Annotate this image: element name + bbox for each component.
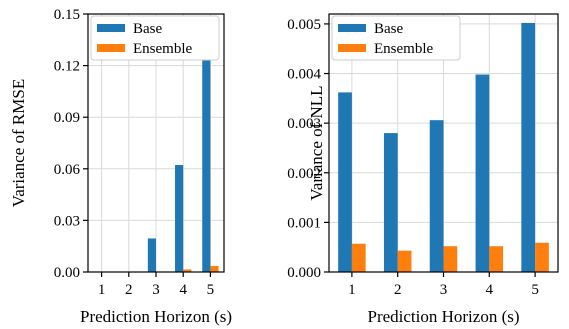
y-axis-label: Variance of RMSE: [9, 79, 28, 207]
x-tick-label: 4: [486, 282, 494, 298]
bar-ensemble-4: [183, 269, 192, 272]
bar-base-5: [521, 22, 536, 272]
x-axis-label: Prediction Horizon (s): [80, 307, 232, 326]
x-axis-label: Prediction Horizon (s): [367, 307, 519, 326]
y-tick-label: 0.06: [54, 162, 81, 178]
bar-ensemble-5: [535, 242, 549, 272]
bar-base-5: [202, 45, 211, 272]
bar-ensemble-3: [443, 246, 458, 272]
legend-swatch-base: [338, 24, 366, 32]
y-axis-label: Variance of NLL: [307, 85, 326, 200]
x-tick-label: 5: [207, 282, 215, 298]
legend-swatch-ensemble: [97, 44, 125, 52]
x-tick-label: 2: [125, 282, 133, 298]
y-tick-label: 0.15: [54, 7, 80, 23]
legend: Base Ensemble: [331, 15, 461, 61]
y-tick-label: 0.03: [54, 213, 80, 229]
y-tick-label: 0.001: [287, 215, 321, 231]
x-tick-label: 2: [394, 282, 402, 298]
y-tick-label: 0.12: [54, 59, 80, 75]
bar-ensemble-4: [489, 246, 504, 272]
bar-base-1: [338, 92, 352, 273]
y-tick-label: 0.09: [54, 110, 80, 126]
plot-frame: [328, 13, 559, 273]
chart-panel-1: 0.00 0.03 0.06 0.09 0.12 0.15 1 2 3 4 5 Prediction …: [9, 7, 232, 326]
legend-label-ensemble: Ensemble: [374, 41, 433, 57]
chart-panel-2: 0.000 0.001 0.002 0.003 0.004 0.005 1 2 3 4 5 Predi…: [287, 13, 559, 326]
y-tick-label: 0.002: [287, 166, 321, 182]
legend-label-base: Base: [374, 21, 404, 37]
legend-swatch-base: [97, 24, 125, 32]
bar-ensemble-2: [397, 250, 412, 272]
legend-label-ensemble: Ensemble: [133, 41, 192, 57]
y-tick-label: 0.004: [287, 67, 321, 83]
y-tick-label: 0.000: [287, 265, 321, 281]
x-tick-label: 1: [348, 282, 356, 298]
bar-base-3: [147, 238, 156, 272]
x-tick-label: 3: [440, 282, 448, 298]
x-tick-label: 1: [98, 282, 106, 298]
bar-ensemble-5: [210, 265, 219, 272]
bar-base-3: [429, 120, 444, 272]
bar-base-4: [175, 165, 184, 272]
bar-base-2: [383, 133, 398, 272]
y-tick-label: 0.00: [54, 265, 80, 281]
legend-label-base: Base: [133, 21, 163, 37]
legend: Base Ensemble: [90, 15, 220, 61]
x-tick-label: 4: [179, 282, 187, 298]
legend-swatch-ensemble: [338, 44, 366, 52]
y-tick-label: 0.005: [287, 17, 321, 33]
x-tick-label: 5: [531, 282, 539, 298]
x-tick-label: 3: [152, 282, 160, 298]
bar-base-4: [475, 74, 490, 273]
y-tick-label: 0.003: [287, 116, 321, 132]
bar-ensemble-1: [351, 243, 366, 272]
plot-frame: [87, 13, 225, 273]
